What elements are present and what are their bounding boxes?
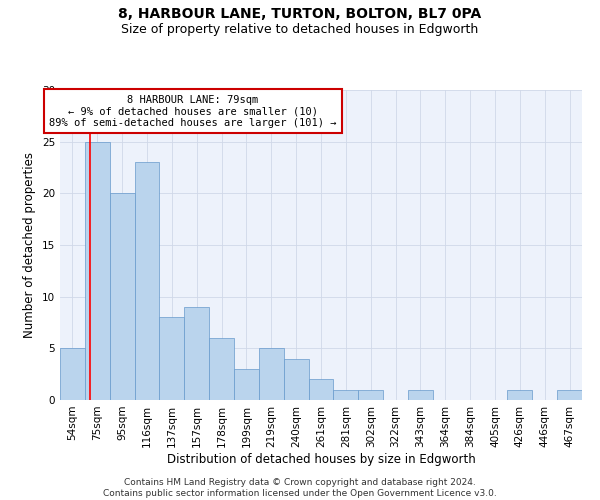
Bar xyxy=(160,318,184,400)
Bar xyxy=(358,390,383,400)
Text: Contains HM Land Registry data © Crown copyright and database right 2024.
Contai: Contains HM Land Registry data © Crown c… xyxy=(103,478,497,498)
Bar xyxy=(308,380,334,400)
Bar xyxy=(60,348,85,400)
Bar xyxy=(184,307,209,400)
Y-axis label: Number of detached properties: Number of detached properties xyxy=(23,152,37,338)
Bar xyxy=(508,390,532,400)
Bar xyxy=(259,348,284,400)
Bar xyxy=(557,390,582,400)
Bar xyxy=(234,369,259,400)
Text: Size of property relative to detached houses in Edgworth: Size of property relative to detached ho… xyxy=(121,22,479,36)
X-axis label: Distribution of detached houses by size in Edgworth: Distribution of detached houses by size … xyxy=(167,452,475,466)
Bar xyxy=(134,162,160,400)
Bar xyxy=(334,390,358,400)
Bar xyxy=(209,338,234,400)
Bar xyxy=(284,358,308,400)
Bar xyxy=(408,390,433,400)
Bar xyxy=(110,194,134,400)
Text: 8, HARBOUR LANE, TURTON, BOLTON, BL7 0PA: 8, HARBOUR LANE, TURTON, BOLTON, BL7 0PA xyxy=(118,8,482,22)
Text: 8 HARBOUR LANE: 79sqm
← 9% of detached houses are smaller (10)
89% of semi-detac: 8 HARBOUR LANE: 79sqm ← 9% of detached h… xyxy=(49,94,337,128)
Bar xyxy=(85,142,110,400)
